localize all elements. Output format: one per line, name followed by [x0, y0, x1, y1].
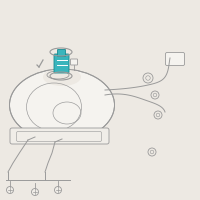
FancyBboxPatch shape [70, 59, 78, 65]
Ellipse shape [43, 68, 81, 86]
Circle shape [6, 186, 14, 194]
FancyBboxPatch shape [10, 128, 109, 144]
Ellipse shape [47, 71, 69, 79]
FancyBboxPatch shape [54, 54, 69, 73]
Circle shape [54, 186, 62, 194]
FancyBboxPatch shape [58, 49, 66, 56]
Ellipse shape [10, 69, 114, 141]
FancyBboxPatch shape [166, 52, 184, 66]
Circle shape [32, 188, 38, 196]
